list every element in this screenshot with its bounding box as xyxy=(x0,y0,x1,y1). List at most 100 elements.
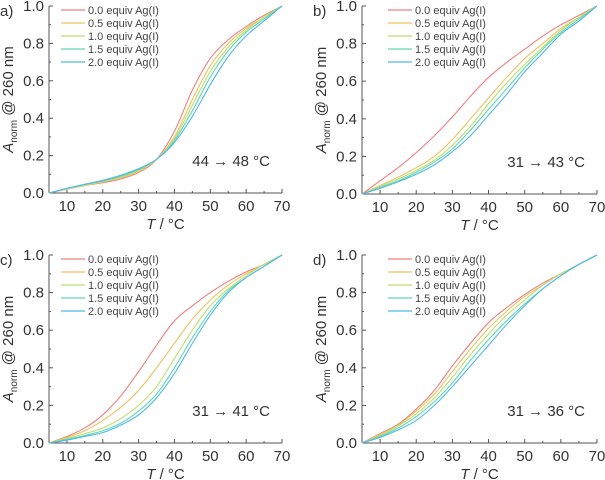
x-tick-label: 20 xyxy=(408,199,425,216)
x-tick-label: 70 xyxy=(274,198,291,215)
y-axis-title: Anorm @ 260 nm xyxy=(313,47,333,154)
x-tick-label: 50 xyxy=(202,448,219,465)
legend-label: 2.0 equiv Ag(I) xyxy=(415,57,486,69)
series-line-3 xyxy=(361,5,598,195)
x-axis-title: T / °C xyxy=(460,466,499,480)
series-line-1 xyxy=(48,254,283,444)
y-tick-label: 1.0 xyxy=(23,0,44,15)
x-tick-label: 60 xyxy=(553,448,570,465)
transition-annotation: 31 → 36 °C xyxy=(507,403,585,420)
y-tick-label: 1.0 xyxy=(23,247,44,264)
legend-label: 1.5 equiv Ag(I) xyxy=(415,44,486,56)
series-line-2 xyxy=(361,254,598,444)
x-tick-label: 20 xyxy=(94,198,111,215)
x-tick-label: 30 xyxy=(444,448,461,465)
y-tick-label: 0.0 xyxy=(23,435,44,452)
legend-label: 0.5 equiv Ag(I) xyxy=(415,18,486,30)
panel-label: a) xyxy=(0,3,13,20)
x-tick-label: 30 xyxy=(130,198,147,215)
x-tick-label: 70 xyxy=(589,199,605,216)
y-tick-label: 0.8 xyxy=(23,285,44,302)
series-line-1 xyxy=(361,5,598,195)
x-tick-label: 50 xyxy=(516,199,533,216)
x-tick-label: 50 xyxy=(516,448,533,465)
y-tick-label: 0.4 xyxy=(336,360,357,377)
legend-label: 0.0 equiv Ag(I) xyxy=(88,254,159,266)
series-line-2 xyxy=(48,254,283,444)
y-tick-label: 0.2 xyxy=(336,397,357,414)
legend-label: 1.5 equiv Ag(I) xyxy=(88,44,159,56)
y-tick-label: 0.8 xyxy=(23,35,44,52)
x-tick-label: 40 xyxy=(166,448,183,465)
legend-label: 0.5 equiv Ag(I) xyxy=(88,267,159,279)
x-tick-label: 20 xyxy=(94,448,111,465)
y-tick-label: 0.0 xyxy=(336,435,357,452)
y-axis-title: Anorm @ 260 nm xyxy=(0,296,20,403)
legend-label: 2.0 equiv Ag(I) xyxy=(88,57,159,69)
y-tick-label: 0.2 xyxy=(23,397,44,414)
legend-label: 2.0 equiv Ag(I) xyxy=(415,306,486,318)
legend-label: 0.5 equiv Ag(I) xyxy=(88,18,159,30)
y-tick-label: 1.0 xyxy=(336,0,357,15)
panel-b: 10 20 30 40 50 60 70 0.0 0.2 0.4 0.6 0.8 1.0 b) T / °C… xyxy=(313,0,605,234)
legend-label: 1.0 equiv Ag(I) xyxy=(415,31,486,43)
y-tick-label: 1.0 xyxy=(336,247,357,264)
x-tick-label: 40 xyxy=(480,448,497,465)
y-tick-label: 0.6 xyxy=(336,73,357,90)
legend-label: 1.0 equiv Ag(I) xyxy=(88,31,159,43)
y-tick-label: 0.4 xyxy=(336,111,357,128)
transition-annotation: 31 → 43 °C xyxy=(507,154,585,171)
x-tick-label: 50 xyxy=(202,198,219,215)
x-tick-label: 60 xyxy=(553,199,570,216)
panel-label: d) xyxy=(313,252,326,269)
y-tick-label: 0.2 xyxy=(336,148,357,165)
x-axis-title: T / °C xyxy=(146,466,185,480)
panel-label: b) xyxy=(313,3,326,20)
series-line-4 xyxy=(48,254,283,444)
y-tick-label: 0.6 xyxy=(23,73,44,90)
series-line-0 xyxy=(48,254,283,444)
x-tick-label: 60 xyxy=(238,448,255,465)
series-line-0 xyxy=(361,5,598,195)
legend-label: 0.0 equiv Ag(I) xyxy=(88,5,159,17)
series-line-4 xyxy=(48,5,283,194)
legend-label: 1.0 equiv Ag(I) xyxy=(415,280,486,292)
y-tick-label: 0.0 xyxy=(23,185,44,202)
y-tick-label: 0.8 xyxy=(336,285,357,302)
panel-c: 10 20 30 40 50 60 70 0.0 0.2 0.4 0.6 0.8 1.0 c) T / °C… xyxy=(0,247,290,480)
x-axis-title: T / °C xyxy=(460,217,499,234)
y-tick-label: 0.6 xyxy=(23,322,44,339)
x-tick-label: 30 xyxy=(444,199,461,216)
y-axis-title: Anorm @ 260 nm xyxy=(313,296,333,403)
x-tick-label: 10 xyxy=(372,199,389,216)
y-tick-label: 0.2 xyxy=(23,148,44,165)
y-tick-label: 0.4 xyxy=(23,110,44,127)
legend-label: 1.0 equiv Ag(I) xyxy=(88,280,159,292)
x-tick-label: 10 xyxy=(372,448,389,465)
legend-label: 2.0 equiv Ag(I) xyxy=(88,306,159,318)
x-tick-label: 10 xyxy=(59,448,76,465)
legend-label: 0.0 equiv Ag(I) xyxy=(415,5,486,17)
panel-label: c) xyxy=(0,252,13,269)
x-tick-label: 60 xyxy=(238,198,255,215)
x-tick-label: 30 xyxy=(130,448,147,465)
transition-annotation: 44 → 48 °C xyxy=(192,153,270,170)
x-tick-label: 40 xyxy=(480,199,497,216)
legend-label: 1.5 equiv Ag(I) xyxy=(88,293,159,305)
x-axis-title: T / °C xyxy=(146,216,185,233)
y-tick-label: 0.0 xyxy=(336,186,357,203)
y-tick-label: 0.6 xyxy=(336,322,357,339)
panel-a: 10 20 30 40 50 60 70 0.0 0.2 0.4 0.6 0.8 1.0 a) T / °C… xyxy=(0,0,290,233)
x-tick-label: 40 xyxy=(166,198,183,215)
panel-d: 10 20 30 40 50 60 70 0.0 0.2 0.4 0.6 0.8 1.0 d) T / °C… xyxy=(313,247,605,480)
legend-label: 0.5 equiv Ag(I) xyxy=(415,267,486,279)
x-tick-label: 70 xyxy=(589,448,605,465)
legend-label: 1.5 equiv Ag(I) xyxy=(415,293,486,305)
y-tick-label: 0.8 xyxy=(336,36,357,53)
legend-label: 0.0 equiv Ag(I) xyxy=(415,254,486,266)
series-line-2 xyxy=(361,5,598,195)
x-tick-label: 70 xyxy=(274,448,291,465)
series-line-4 xyxy=(361,5,598,195)
x-tick-label: 20 xyxy=(408,448,425,465)
